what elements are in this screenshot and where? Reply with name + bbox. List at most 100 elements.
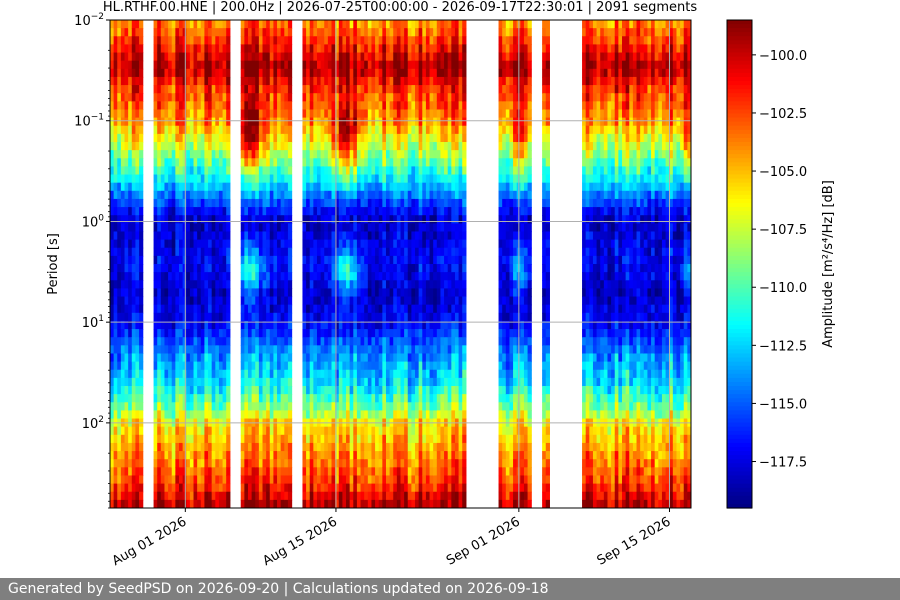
heatmap-cell (287, 312, 293, 322)
heatmap-cell (244, 174, 249, 184)
heatmap-cell (385, 442, 391, 452)
heatmap-cell (284, 320, 289, 330)
heatmap-cell (240, 386, 245, 395)
heatmap-cell (287, 499, 293, 508)
heatmap-cell (436, 272, 442, 281)
heatmap-cell (211, 117, 216, 127)
heatmap-cell (244, 426, 249, 436)
heatmap-cell (396, 386, 402, 395)
heatmap-cell (385, 255, 391, 265)
heatmap-cell (215, 255, 220, 265)
heatmap-cell (211, 207, 216, 216)
heatmap-cell (371, 377, 376, 387)
heatmap-cell (171, 52, 176, 62)
heatmap-cell (411, 207, 416, 216)
heatmap-cell (353, 337, 358, 346)
heatmap-cell (433, 361, 438, 371)
heatmap-cell (331, 166, 336, 176)
heatmap-cell (382, 369, 387, 379)
heatmap-cell (131, 68, 137, 78)
heatmap-cell (346, 288, 351, 298)
heatmap-cell (200, 434, 206, 444)
heatmap-cell (422, 459, 427, 468)
heatmap-cell (262, 223, 267, 233)
heatmap-cell (342, 85, 347, 94)
heatmap-cell (222, 190, 227, 200)
heatmap-cell (331, 491, 336, 501)
heatmap-cell (302, 125, 307, 135)
heatmap-cell (197, 499, 202, 508)
heatmap-cell (120, 133, 126, 143)
heatmap-cell (171, 442, 176, 452)
heatmap-cell (415, 272, 420, 281)
heatmap-cell (306, 410, 311, 420)
heatmap-cell (407, 394, 412, 403)
heatmap-cell (193, 231, 198, 241)
heatmap-cell (117, 410, 122, 420)
heatmap-cell (200, 215, 206, 224)
heatmap-cell (346, 483, 351, 493)
heatmap-cell (306, 394, 311, 403)
heatmap-cell (306, 52, 311, 62)
heatmap-cell (342, 255, 347, 265)
heatmap-cell (277, 264, 282, 273)
heatmap-cell (436, 353, 442, 363)
heatmap-cell (400, 304, 405, 314)
heatmap-cell (197, 426, 202, 436)
heatmap-cell (208, 377, 213, 387)
heatmap-cell (200, 109, 206, 119)
heatmap-cell (338, 459, 343, 468)
heatmap-cell (178, 93, 184, 102)
heatmap-cell (226, 150, 231, 159)
heatmap-cell (404, 125, 409, 135)
heatmap-cell (382, 353, 387, 363)
heatmap-cell (186, 329, 191, 338)
heatmap-cell (139, 353, 144, 363)
heatmap-cell (247, 483, 253, 493)
heatmap-cell (178, 264, 184, 273)
heatmap-cell (211, 125, 216, 135)
heatmap-cell (171, 158, 176, 167)
heatmap-cell (110, 312, 115, 322)
heatmap-cell (157, 459, 162, 468)
heatmap-cell (157, 215, 162, 224)
heatmap-cell (316, 361, 322, 371)
heatmap-cell (131, 174, 137, 184)
heatmap-cell (371, 394, 376, 403)
heatmap-cell (266, 483, 271, 493)
heatmap-cell (411, 93, 416, 102)
heatmap-cell (287, 402, 293, 411)
heatmap-cell (302, 451, 307, 460)
heatmap-cell (302, 166, 307, 176)
heatmap-cell (349, 264, 354, 273)
heatmap-cell (193, 288, 198, 298)
heatmap-cell (204, 320, 209, 330)
heatmap-cell (189, 215, 195, 224)
heatmap-cell (160, 166, 166, 176)
heatmap-cell (204, 142, 209, 151)
heatmap-cell (404, 320, 409, 330)
heatmap-cell (422, 215, 427, 224)
heatmap-cell (218, 255, 224, 265)
heatmap-cell (415, 223, 420, 233)
heatmap-cell (186, 467, 191, 477)
heatmap-cell (284, 345, 289, 355)
heatmap-cell (178, 166, 184, 176)
heatmap-cell (157, 296, 162, 306)
heatmap-cell (407, 345, 412, 355)
heatmap-cell (422, 410, 427, 420)
heatmap-cell (258, 93, 264, 102)
heatmap-cell (284, 272, 289, 281)
heatmap-cell (117, 312, 122, 322)
heatmap-column (393, 20, 398, 508)
heatmap-cell (364, 386, 369, 395)
heatmap-cell (222, 377, 227, 387)
heatmap-cell (389, 223, 394, 233)
heatmap-cell (353, 255, 358, 265)
heatmap-cell (182, 312, 187, 322)
heatmap-cell (400, 255, 405, 265)
heatmap-cell (244, 60, 249, 70)
heatmap-cell (215, 198, 220, 208)
heatmap-cell (186, 304, 191, 314)
heatmap-cell (153, 125, 158, 135)
